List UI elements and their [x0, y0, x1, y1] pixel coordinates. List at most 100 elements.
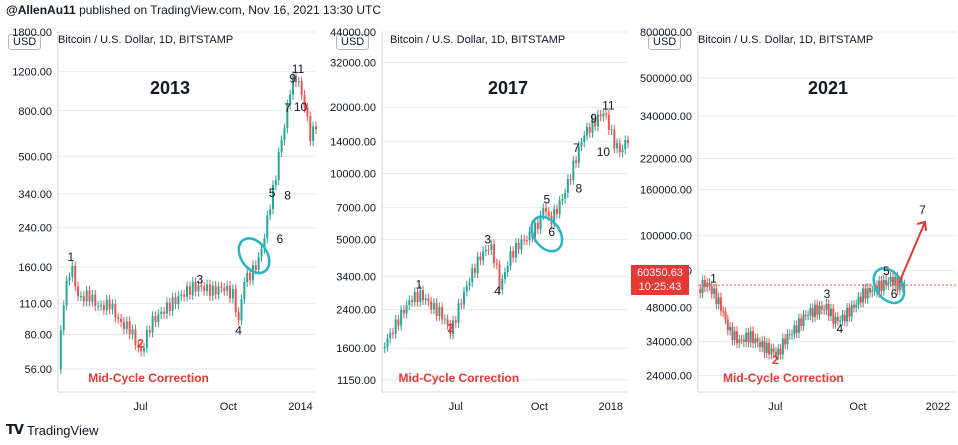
- wave-label: 3: [824, 287, 831, 301]
- candle-body: [452, 320, 455, 335]
- y-tick-label: 800.00: [18, 106, 52, 118]
- candle-body: [422, 290, 424, 301]
- y-tick-label: 80.00: [24, 329, 52, 341]
- candle-body: [105, 299, 108, 311]
- candle-body: [832, 308, 835, 324]
- candle-body: [733, 331, 736, 341]
- candle-body: [591, 118, 594, 133]
- candle-body: [786, 334, 789, 345]
- author-name[interactable]: @AllenAu11: [6, 3, 76, 17]
- candle-body: [699, 289, 702, 294]
- candle-body: [701, 280, 704, 294]
- candle-body: [830, 308, 833, 317]
- candle-body: [62, 305, 65, 331]
- candle-body: [402, 309, 405, 314]
- candle-body: [283, 128, 286, 141]
- candle-body: [772, 348, 775, 352]
- candle-body: [610, 129, 613, 131]
- x-tick-label: Oct: [220, 401, 237, 413]
- candle-body: [726, 319, 729, 331]
- candle-body: [742, 339, 745, 342]
- candle-body: [793, 325, 796, 335]
- currency-button[interactable]: USD: [336, 34, 370, 50]
- candle-body: [774, 351, 777, 356]
- y-tick-label: 240.00: [18, 223, 52, 235]
- candle-body: [154, 316, 157, 323]
- year-label: 2013: [150, 78, 191, 98]
- currency-button[interactable]: USD: [648, 34, 682, 50]
- wave-label: 6: [891, 287, 898, 301]
- candle-body: [820, 305, 823, 310]
- candle-body: [168, 302, 171, 312]
- y-tick-label: 500000.00: [640, 73, 692, 85]
- candle-body: [621, 149, 624, 153]
- candle-body: [813, 304, 816, 318]
- candle-body: [512, 251, 515, 258]
- candle-body: [818, 305, 821, 315]
- candle-body: [214, 285, 217, 295]
- candle-body: [416, 292, 419, 303]
- candle-body: [580, 142, 583, 147]
- candle-body: [594, 118, 597, 127]
- candle-body: [389, 332, 392, 339]
- candle-body: [894, 276, 897, 286]
- candle-body: [779, 348, 782, 355]
- candle-body: [85, 290, 88, 302]
- candle-body: [88, 290, 91, 302]
- wave-label: 5: [543, 192, 550, 206]
- footer[interactable]: 𝗧𝗩 TradingView: [6, 422, 98, 438]
- chart-title: Bitcoin / U.S. Dollar, 1D, BITSTAMP: [698, 34, 874, 46]
- candle-body: [432, 302, 435, 310]
- candle-body: [246, 272, 249, 282]
- candle-body: [624, 139, 627, 150]
- candle-body: [137, 345, 140, 348]
- wave-label: 4: [837, 322, 844, 336]
- candle-body: [438, 307, 441, 316]
- chart-panel-2021: USD Bitcoin / U.S. Dollar, 1D, BITSTAMP …: [630, 22, 958, 413]
- candle-body: [800, 318, 803, 326]
- publish-info: published on TradingView.com, Nov 16, 20…: [79, 3, 382, 17]
- candle-body: [490, 244, 493, 251]
- candle-body: [223, 287, 226, 291]
- chart-svg: 800000.00 500000.00 340000.00 220000.00 1600…: [640, 27, 956, 413]
- y-tick-label: 110.00: [19, 298, 52, 310]
- candle-body: [811, 308, 814, 318]
- candle-body: [561, 198, 564, 201]
- candle-body: [583, 135, 586, 143]
- candle-body: [220, 286, 223, 288]
- candle-body: [217, 286, 220, 295]
- wave-label: 3: [484, 232, 491, 246]
- candle-body: [446, 319, 449, 325]
- y-tick-label: 32000.00: [330, 57, 376, 69]
- candle-body: [177, 296, 180, 305]
- candle-body: [94, 294, 97, 306]
- candle-body: [839, 320, 842, 322]
- candle-body: [274, 180, 277, 186]
- candle-body: [564, 193, 567, 199]
- candle-body: [520, 239, 523, 250]
- candle-body: [286, 104, 289, 129]
- y-tick-label: 56.00: [24, 364, 52, 376]
- candle-body: [413, 292, 416, 302]
- currency-button[interactable]: USD: [8, 34, 42, 50]
- candle-body: [111, 303, 114, 310]
- y-tick-label: 340000.00: [640, 111, 692, 123]
- x-tick-label: 2022: [926, 401, 950, 413]
- y-tick-label: 10000.00: [330, 168, 376, 180]
- candle-body: [577, 146, 580, 163]
- candle-body: [797, 318, 800, 333]
- y-tick-label: 1800.00: [12, 27, 52, 39]
- candle-body: [171, 297, 174, 312]
- candle-body: [807, 315, 810, 317]
- candle-body: [859, 296, 862, 303]
- candle-body: [607, 114, 610, 131]
- mid-cycle-correction-label: Mid-Cycle Correction: [88, 371, 209, 385]
- candle-body: [745, 332, 748, 342]
- candle-body: [891, 276, 894, 286]
- candle-body: [408, 300, 411, 306]
- candle-body: [424, 298, 427, 301]
- candle-body: [509, 251, 512, 266]
- candle-body: [506, 265, 509, 273]
- candle-body: [257, 256, 260, 270]
- candle-body: [784, 338, 787, 345]
